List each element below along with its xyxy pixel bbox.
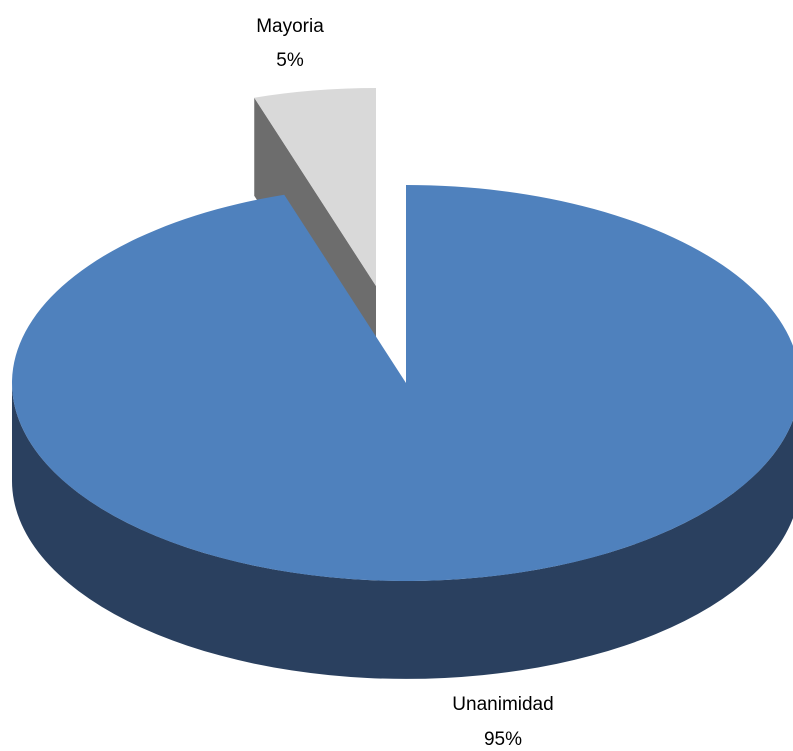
slice-label-mayoria: Mayoria [256,16,324,37]
slice-side-unanimidad [12,383,793,679]
slice-label-unanimidad: Unanimidad [452,694,553,715]
slice-unanimidad [12,185,793,581]
pie-slices [12,88,793,679]
slice-value-mayoria: 5% [276,50,304,71]
slice-value-unanimidad: 95% [484,729,522,750]
slice-mayoria [254,88,376,286]
